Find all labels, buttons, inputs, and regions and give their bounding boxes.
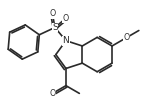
Text: O: O bbox=[49, 89, 56, 98]
Text: N: N bbox=[63, 36, 69, 45]
Text: O: O bbox=[63, 14, 69, 23]
Text: S: S bbox=[52, 23, 58, 32]
Text: O: O bbox=[123, 33, 129, 42]
Text: O: O bbox=[49, 9, 56, 18]
